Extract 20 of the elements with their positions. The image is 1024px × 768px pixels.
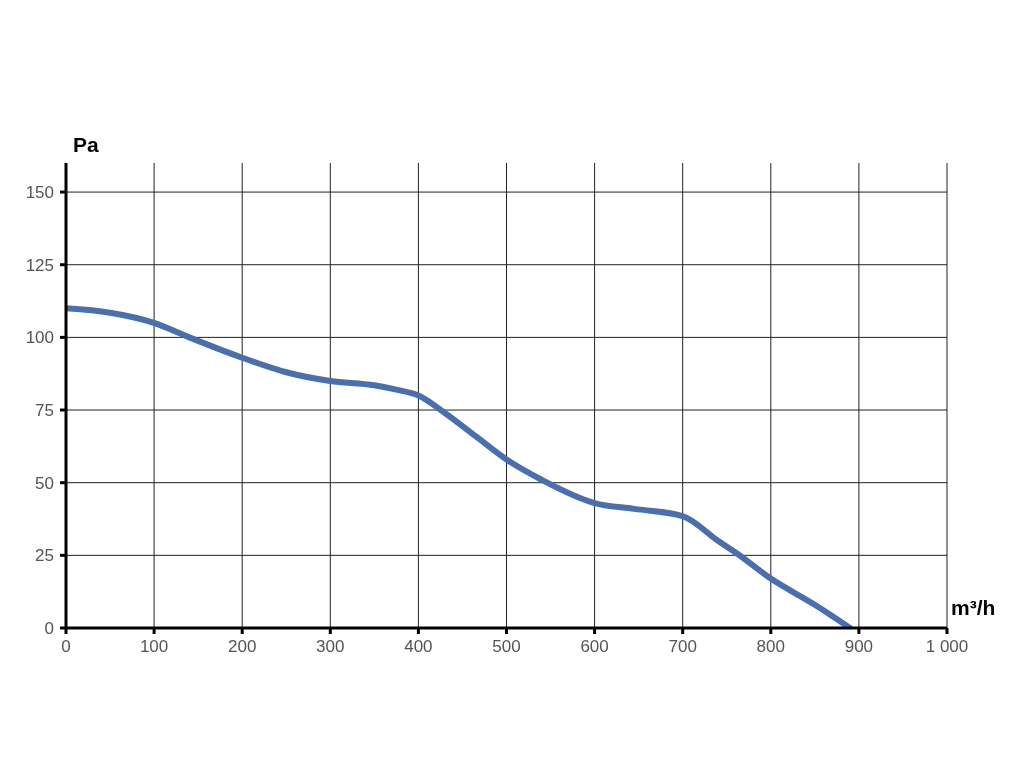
y-tick-label: 0: [44, 619, 54, 639]
y-axis-title: Pa: [73, 133, 99, 157]
x-tick-label: 0: [61, 637, 71, 657]
x-tick-label: 200: [228, 637, 257, 657]
x-tick-label: 400: [404, 637, 433, 657]
y-tick-label: 125: [25, 255, 54, 275]
x-tick-label: 600: [580, 637, 609, 657]
x-tick-label: 500: [492, 637, 521, 657]
y-tick-label: 75: [35, 401, 54, 421]
y-tick-label: 25: [35, 546, 54, 566]
x-tick-label: 1 000: [925, 637, 969, 657]
x-tick-label: 900: [844, 637, 874, 657]
x-tick-label: 300: [316, 637, 345, 657]
x-tick-label: 700: [668, 637, 697, 657]
x-tick-label: 800: [756, 637, 785, 657]
y-tick-label: 100: [25, 328, 54, 348]
y-tick-label: 150: [25, 183, 54, 203]
y-tick-label: 50: [35, 473, 54, 493]
x-axis-title: m³/h: [951, 596, 996, 620]
x-tick-label: 100: [139, 637, 169, 657]
